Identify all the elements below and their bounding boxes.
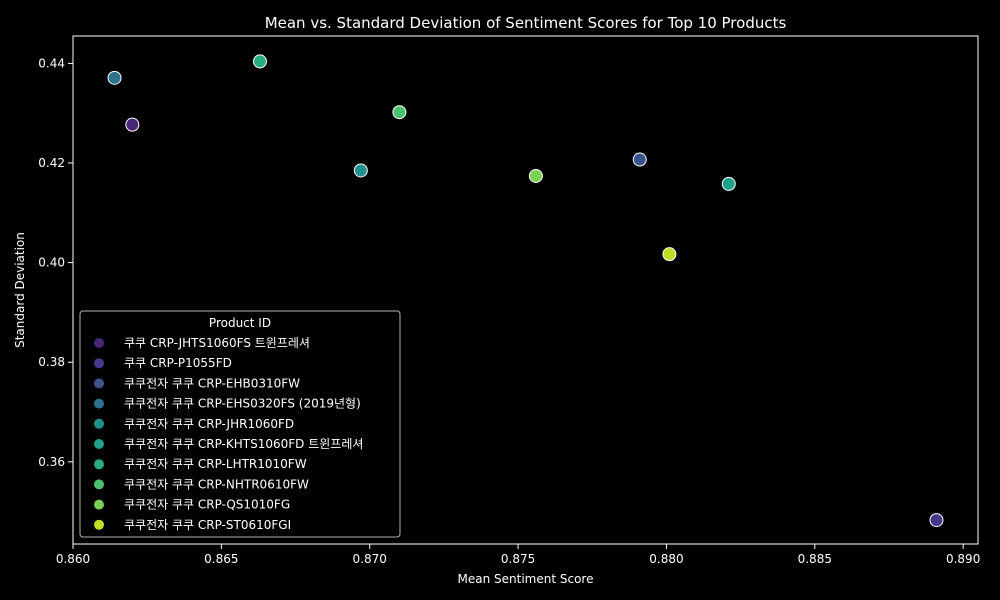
legend-marker: [94, 519, 104, 530]
legend-marker: [94, 479, 104, 490]
data-points: [107, 54, 944, 528]
legend-label: 쿠쿠전자 쿠쿠 CRP-JHR1060FD: [124, 417, 294, 431]
chart-title: Mean vs. Standard Deviation of Sentiment…: [265, 14, 787, 32]
x-tick-label: 0.890: [946, 552, 980, 566]
y-axis-title: Standard Deviation: [13, 232, 27, 348]
legend-marker: [94, 418, 104, 429]
legend-marker: [94, 459, 104, 470]
data-point: [632, 152, 647, 167]
legend-title: Product ID: [209, 316, 271, 330]
data-point: [252, 54, 267, 69]
legend-label: 쿠쿠전자 쿠쿠 CRP-EHB0310FW: [124, 376, 300, 390]
data-point: [107, 70, 122, 85]
legend-label: 쿠쿠 CRP-P1055FD: [124, 356, 232, 370]
legend-label: 쿠쿠전자 쿠쿠 CRP-KHTS1060FD 트윈프레셔: [124, 437, 363, 451]
x-tick-label: 0.870: [353, 552, 387, 566]
x-tick-label: 0.865: [204, 552, 238, 566]
legend-label: 쿠쿠전자 쿠쿠 CRP-NHTR0610FW: [124, 477, 309, 491]
x-axis: 0.860 0.865 0.870 0.875 0.880 0.885 0.890: [56, 544, 980, 566]
legend-marker: [94, 499, 104, 510]
y-tick-label: 0.40: [38, 256, 65, 270]
legend-marker: [94, 398, 104, 409]
data-point: [662, 247, 677, 262]
x-tick-label: 0.880: [649, 552, 683, 566]
x-tick-label: 0.875: [501, 552, 535, 566]
legend-marker: [94, 439, 104, 449]
data-point: [353, 163, 368, 178]
legend-label: 쿠쿠전자 쿠쿠 CRP-EHS0320FS (2019년형): [124, 397, 361, 411]
data-point: [528, 168, 543, 183]
y-tick-label: 0.38: [38, 355, 65, 369]
data-point: [392, 105, 407, 120]
y-tick-label: 0.36: [38, 455, 65, 469]
legend-marker: [94, 378, 104, 389]
data-point: [721, 176, 736, 191]
legend-label: 쿠쿠 CRP-JHTS1060FS 트윈프레셔: [124, 336, 310, 350]
data-point: [929, 513, 944, 528]
y-axis: 0.36 0.38 0.40 0.42 0.44: [38, 56, 73, 469]
x-tick-label: 0.885: [798, 552, 832, 566]
x-axis-title: Mean Sentiment Score: [458, 572, 594, 586]
legend-marker: [94, 358, 104, 369]
legend-label: 쿠쿠전자 쿠쿠 CRP-QS1010FG: [124, 498, 290, 512]
legend-label: 쿠쿠전자 쿠쿠 CRP-LHTR1010FW: [124, 457, 307, 471]
legend-marker: [94, 338, 104, 348]
y-tick-label: 0.42: [38, 156, 65, 170]
legend-box: [79, 310, 401, 538]
y-tick-label: 0.44: [38, 56, 65, 70]
x-tick-label: 0.860: [56, 552, 90, 566]
legend-label: 쿠쿠전자 쿠쿠 CRP-ST0610FGI: [124, 518, 291, 532]
data-point: [125, 117, 140, 132]
